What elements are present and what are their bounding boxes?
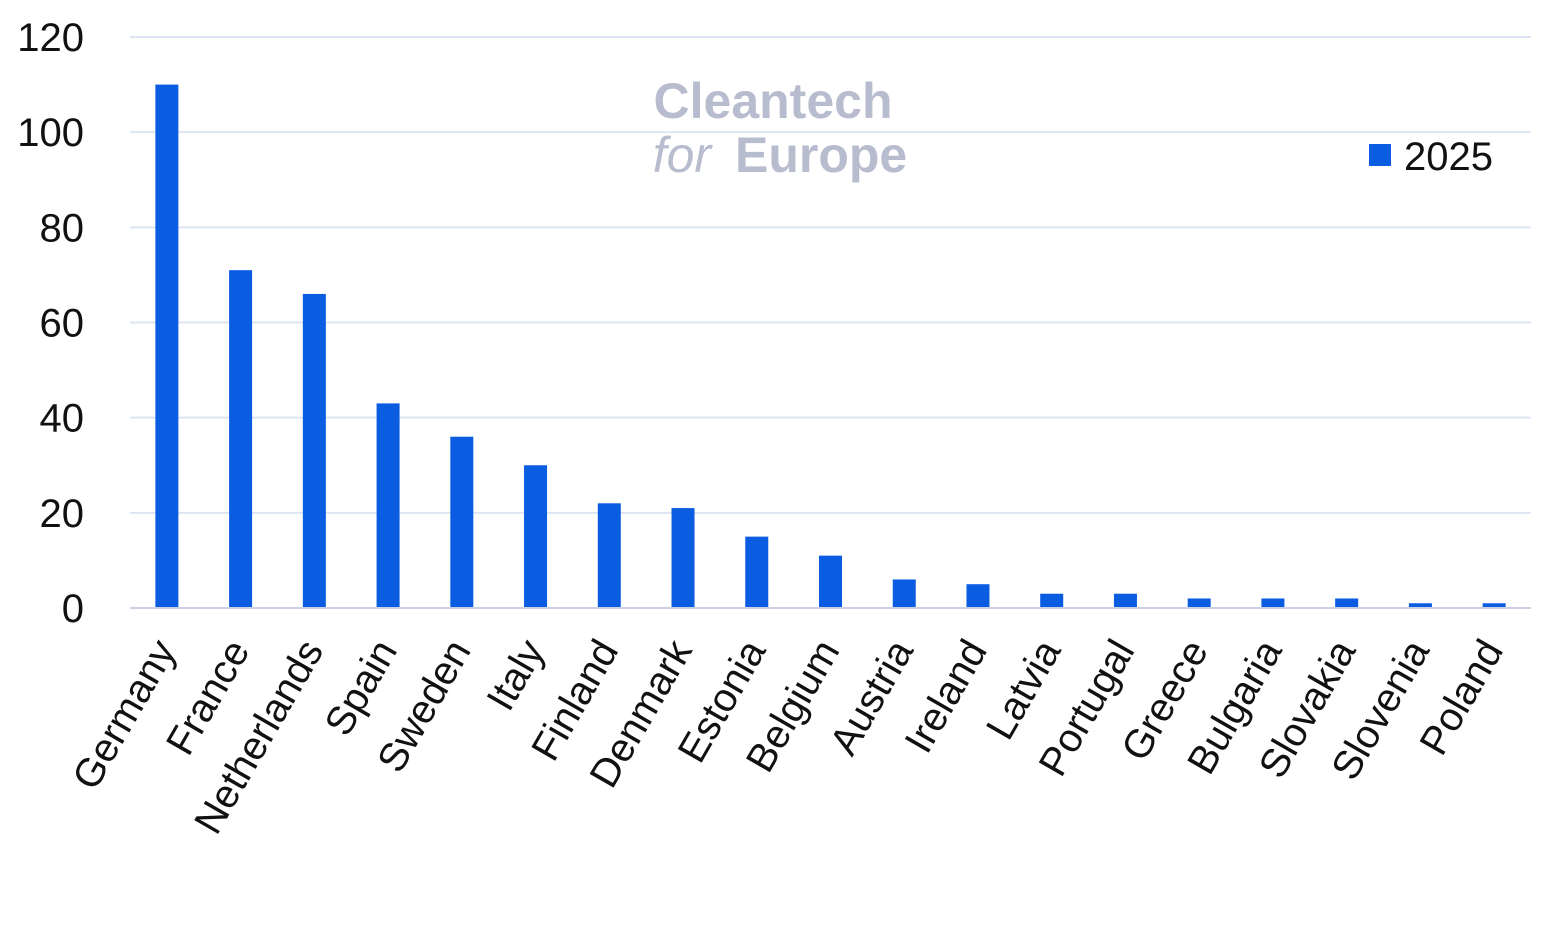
watermark: Cleantech for Europe: [653, 73, 908, 183]
watermark-line2: for Europe: [653, 127, 908, 183]
bars: [155, 84, 1506, 609]
watermark-europe: Europe: [735, 127, 907, 183]
bar-bulgaria: [1261, 598, 1285, 608]
bar-estonia: [745, 536, 769, 608]
bar-netherlands: [302, 293, 326, 608]
y-axis: 0 20 40 60 80 100 120: [17, 16, 84, 631]
x-tick-label: Italy: [479, 633, 554, 719]
bar-france: [229, 270, 253, 608]
bar-finland: [597, 503, 621, 608]
watermark-for: for: [653, 127, 714, 183]
y-tick-label: 0: [62, 587, 84, 631]
bar-portugal: [1113, 593, 1137, 608]
y-tick-label: 60: [40, 302, 85, 346]
bar-sweden: [450, 436, 474, 608]
y-tick-label: 120: [17, 16, 84, 60]
bar-italy: [524, 465, 548, 608]
bar-spain: [376, 403, 400, 608]
bar-greece: [1187, 598, 1211, 608]
bar-germany: [155, 84, 179, 609]
x-tick-label: Germany: [64, 633, 184, 797]
bar-denmark: [671, 508, 695, 608]
legend-swatch: [1369, 144, 1391, 166]
legend-label: 2025: [1404, 135, 1493, 179]
bar-slovenia: [1408, 603, 1432, 608]
bar-belgium: [819, 555, 842, 608]
y-tick-label: 40: [40, 397, 85, 441]
watermark-line1: Cleantech: [654, 73, 893, 129]
x-axis: GermanyFranceNetherlandsSpainSwedenItaly…: [64, 607, 1531, 841]
bar-poland: [1482, 603, 1506, 608]
bar-austria: [892, 579, 916, 608]
bar-latvia: [1040, 593, 1064, 608]
bar-ireland: [966, 584, 990, 608]
y-tick-label: 20: [40, 492, 85, 536]
y-tick-label: 100: [17, 111, 84, 155]
y-tick-label: 80: [40, 206, 85, 250]
bar-slovakia: [1335, 598, 1359, 608]
legend: 2025: [1369, 135, 1493, 179]
gridlines: [130, 36, 1531, 514]
